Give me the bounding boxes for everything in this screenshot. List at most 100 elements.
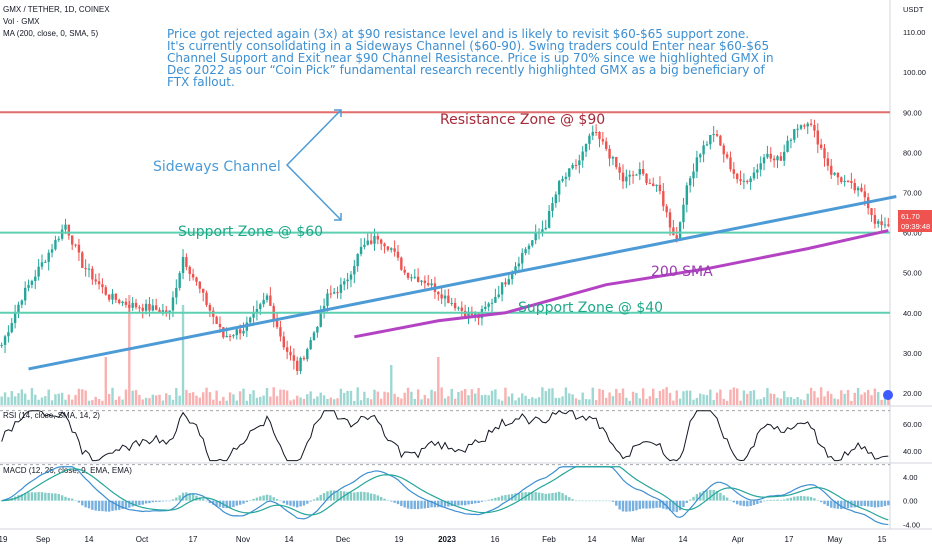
macd-hist-bar [151,500,155,503]
candle-body [635,174,638,176]
macd-hist-bar [188,493,191,501]
time-tick-label: 17 [785,535,794,544]
volume-bar [729,389,732,405]
resistance-label: Resistance Zone @ $90 [440,112,605,128]
volume-bar [87,400,91,405]
macd-hist-bar [118,500,121,510]
candle-body [353,266,356,275]
volume-bar [138,394,141,405]
time-tick-label: Oct [136,535,149,544]
macd-hist-bar [306,500,309,504]
volume-bar [776,397,779,405]
macd-tick-label: 0.00 [903,497,918,506]
macd-hist-bar [64,496,67,501]
candle-body [510,272,514,280]
macd-hist-bar [581,500,584,502]
macd-hist-bar [171,499,175,501]
candle-body [611,157,615,159]
macd-hist-bar [57,493,60,501]
time-tick-label: Mar [631,535,645,544]
candle-body [672,227,675,236]
candle-body [833,172,836,175]
volume-bar [84,390,87,405]
candle-body [326,293,329,306]
volume-bar [467,395,470,405]
volume-bar [410,391,413,405]
macd-hist-bar [460,500,463,506]
macd-hist-bar [816,500,819,501]
macd-hist-bar [373,494,376,501]
candle-body [625,176,628,182]
candle-body [410,277,413,279]
macd-hist-bar [887,500,890,506]
volume-bar [866,389,870,405]
volume-bar [762,397,766,405]
volume-bar [655,398,658,405]
macd-hist-bar [353,492,356,501]
volume-bar [285,390,289,405]
volume-bar [309,391,312,405]
macd-hist-bar [877,500,880,508]
volume-bar [830,393,833,405]
volume-bar [23,393,27,405]
macd-hist-bar [638,500,641,510]
annotation-line: Channel Support and Exit near $90 Channe… [167,51,774,65]
macd-hist-bar [521,492,524,501]
volume-bar [64,399,67,405]
volume-bar [705,395,709,405]
macd-hist-bar [537,492,541,501]
volume-bar [185,389,188,405]
candle-body [487,303,490,307]
candle-body [688,178,692,186]
candle-body [554,194,558,204]
candle-body [531,240,534,246]
volume-bar [484,394,487,405]
candle-body [363,244,366,247]
macd-hist-bar [453,500,457,506]
macd-hist-bar [37,492,40,501]
candle-body [803,125,806,127]
macd-hist-bar [598,500,601,502]
macd-hist-bar [178,495,181,501]
volume-bar [228,392,232,405]
candle-body [467,311,470,318]
volume-bar [255,397,259,405]
candle-body [631,174,635,176]
candle-body [732,169,736,174]
candle-body [423,280,427,284]
macd-hist-bar [611,500,615,502]
macd-hist-bar [292,500,296,507]
time-tick-label: Nov [236,535,250,544]
macd-hist-bar [34,492,37,501]
candle-body [269,295,272,306]
price-tick-label: 40.00 [903,309,922,318]
candle-body [574,165,578,167]
macd-hist-bar [450,500,453,507]
channel-arrow [285,109,342,221]
volume-bar [81,389,84,405]
volume-bar [578,399,581,405]
macd-hist-bar [104,500,107,512]
price-tick-label: 30.00 [903,349,922,358]
scroll-icon[interactable] [883,390,893,400]
volume-bar [551,388,554,405]
time-tick-label: 16 [491,535,500,544]
macd-hist-bar [316,497,319,501]
volume-bar [480,395,484,405]
macd-hist-bar [84,500,87,508]
macd-hist-bar [336,490,339,501]
macd-hist-bar [866,500,870,507]
volume-bar [856,388,860,405]
candle-body [447,295,450,304]
volume-bar [615,388,618,405]
volume-bar [104,357,107,405]
volume-bar [406,387,410,405]
macd-hist-bar [144,500,148,504]
volume-bar [74,394,77,405]
candle-body [296,360,299,371]
macd-hist-bar [715,490,719,501]
candle-body [729,157,732,170]
macd-hist-bar [269,495,272,501]
macd-hist-bar [474,500,477,504]
time-tick-label: 19 [395,535,404,544]
